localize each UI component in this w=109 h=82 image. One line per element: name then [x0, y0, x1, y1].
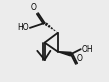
- Text: O: O: [31, 3, 36, 12]
- Text: HO: HO: [17, 23, 29, 32]
- Polygon shape: [58, 52, 71, 56]
- Text: OH: OH: [82, 45, 93, 54]
- Text: O: O: [77, 54, 83, 63]
